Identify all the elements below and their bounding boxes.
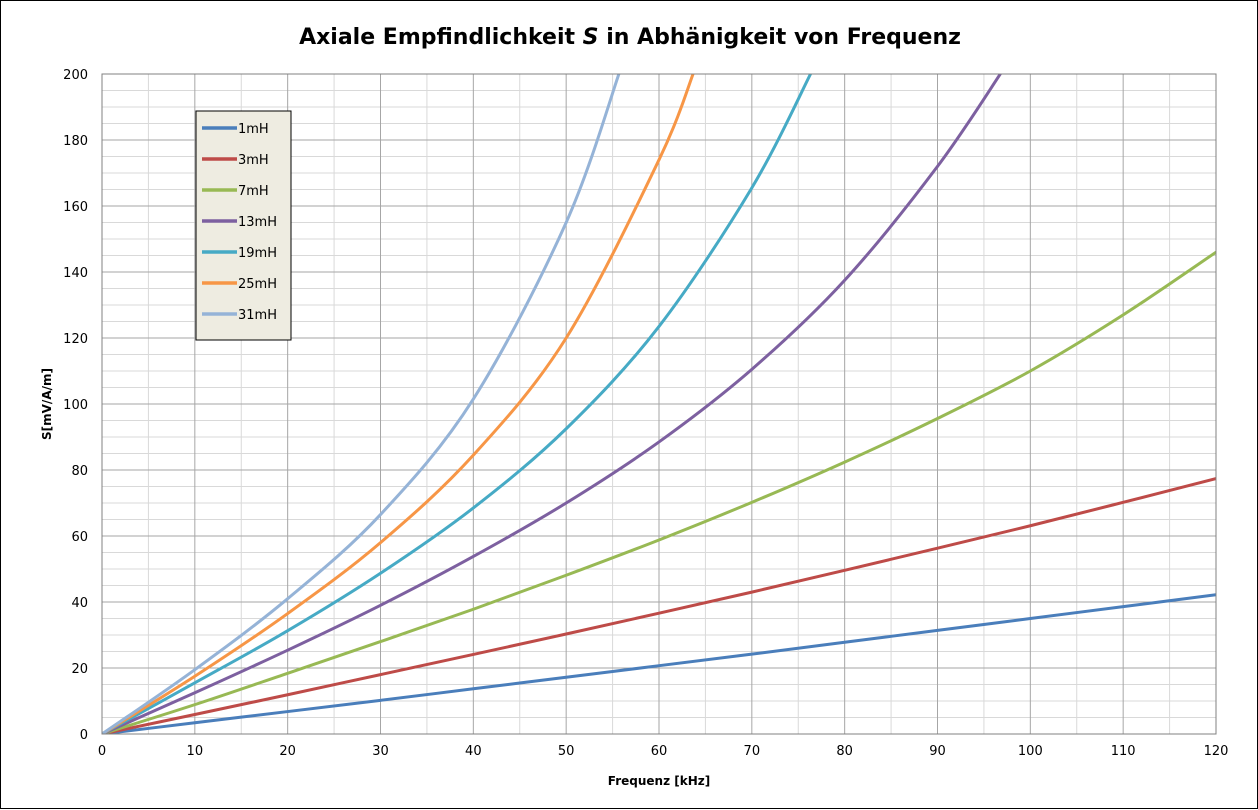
chart-title-part-3: in Abhänigkeit von Frequenz (599, 25, 961, 50)
series-line-19mH (102, 74, 813, 734)
legend-label-1mH: 1mH (238, 122, 269, 137)
x-tick-labels: 0 10 20 30 40 50 60 70 80 90 100 110 120 (98, 744, 1229, 759)
chart-title-part-2: S (583, 25, 599, 50)
x-tick-label: 40 (465, 744, 482, 759)
x-tick-label: 120 (1204, 744, 1229, 759)
y-tick-label: 100 (63, 398, 88, 413)
y-tick-label: 120 (63, 332, 88, 347)
x-tick-label: 70 (744, 744, 761, 759)
x-tick-label: 30 (372, 744, 389, 759)
y-tick-label: 200 (63, 68, 88, 83)
x-tick-label: 10 (187, 744, 204, 759)
y-tick-label: 40 (71, 596, 88, 611)
legend-box (195, 110, 292, 341)
plot-border (101, 73, 1217, 735)
y-tick-label: 140 (63, 266, 88, 281)
y-tick-label: 20 (71, 662, 88, 677)
legend-label-3mH: 3mH (238, 153, 269, 168)
legend-label-13mH: 13mH (238, 215, 277, 230)
x-tick-label: 90 (929, 744, 946, 759)
y-axis-title: S[mV/A/m] (40, 368, 54, 440)
series-line-1mH (102, 593, 1216, 734)
y-tick-label: 60 (71, 530, 88, 545)
y-tick-label: 160 (63, 200, 88, 215)
legend: 1mH 3mH 7mH 13mH 19mH 25mH 31mH (195, 110, 292, 341)
chart-title-part-1: Axiale Empfindlichkeit (299, 25, 583, 50)
series-lines (102, 74, 1216, 734)
legend-label-7mH: 7mH (238, 184, 269, 199)
series-line-3mH (102, 477, 1216, 734)
x-tick-label: 100 (1018, 744, 1043, 759)
series-line-31mH (102, 74, 621, 734)
x-tick-label: 50 (558, 744, 575, 759)
series-line-7mH (102, 250, 1216, 734)
legend-label-31mH: 31mH (238, 308, 277, 323)
legend-label-19mH: 19mH (238, 246, 277, 261)
y-tick-labels: 0 20 40 60 80 100 120 140 160 180 200 (63, 68, 88, 743)
y-tick-label: 80 (71, 464, 88, 479)
x-tick-label: 60 (651, 744, 668, 759)
x-tick-label: 20 (279, 744, 296, 759)
y-tick-label: 0 (80, 728, 88, 743)
series-line-13mH (102, 74, 1003, 734)
legend-label-25mH: 25mH (238, 277, 277, 292)
x-tick-label: 80 (836, 744, 853, 759)
series-line-25mH (102, 74, 695, 734)
chart-title: Axiale Empfindlichkeit S in Abhänigkeit … (299, 25, 961, 50)
x-tick-label: 110 (1111, 744, 1136, 759)
y-tick-label: 180 (63, 134, 88, 149)
x-tick-label: 0 (98, 744, 106, 759)
x-axis-title: Frequenz [kHz] (608, 774, 710, 788)
